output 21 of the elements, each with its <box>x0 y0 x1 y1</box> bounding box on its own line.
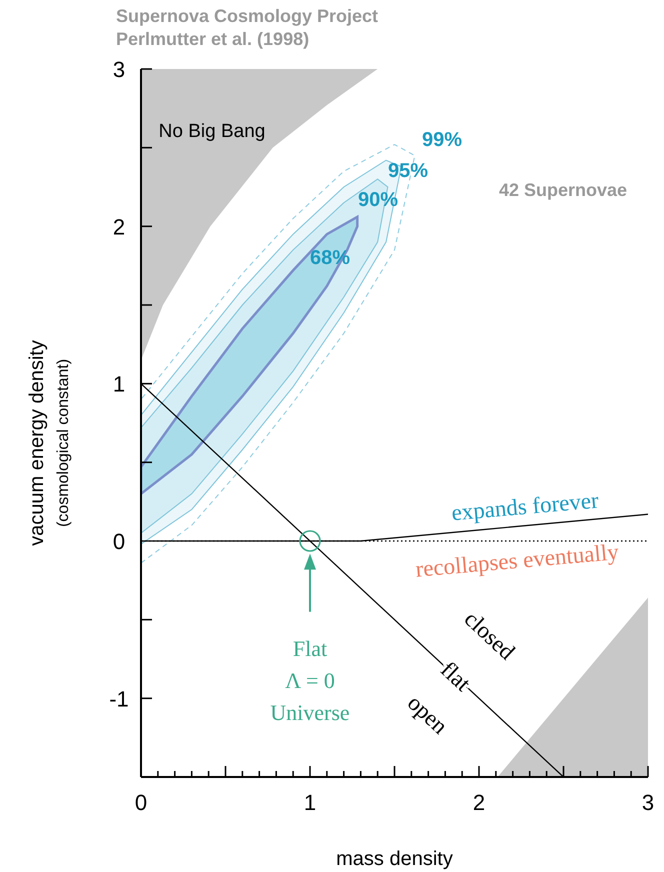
y-axis-title: vacuum energy density (cosmological constant) <box>26 340 72 546</box>
annotation: expands forever <box>450 487 600 525</box>
annotation: 90% <box>358 189 398 211</box>
y-tick-label: 1 <box>112 372 126 397</box>
y-tick-label: -1 <box>109 686 129 712</box>
x-tick-label: 3 <box>642 790 654 815</box>
annotation: Flat Λ = 0 Universe <box>270 636 350 724</box>
x-tick-label: 1 <box>304 790 316 815</box>
annotation: 99% <box>422 129 462 151</box>
y-tick-label: 3 <box>112 57 126 82</box>
annotation: No Big Bang <box>158 120 266 142</box>
chart-title: Supernova Cosmology Project <box>116 6 378 26</box>
y-tick-label: 2 <box>112 214 126 240</box>
x-tick-label: 0 <box>134 790 148 815</box>
annotation: recollapses eventually <box>414 538 620 582</box>
annotation: 68% <box>310 247 350 269</box>
annotation: 42 Supernovae <box>498 180 628 200</box>
x-tick-label: 2 <box>472 790 486 815</box>
y-tick-label: 0 <box>112 529 126 554</box>
x-axis-title: mass density <box>336 848 453 870</box>
chart-subtitle: Perlmutter et al. (1998) <box>116 29 310 49</box>
